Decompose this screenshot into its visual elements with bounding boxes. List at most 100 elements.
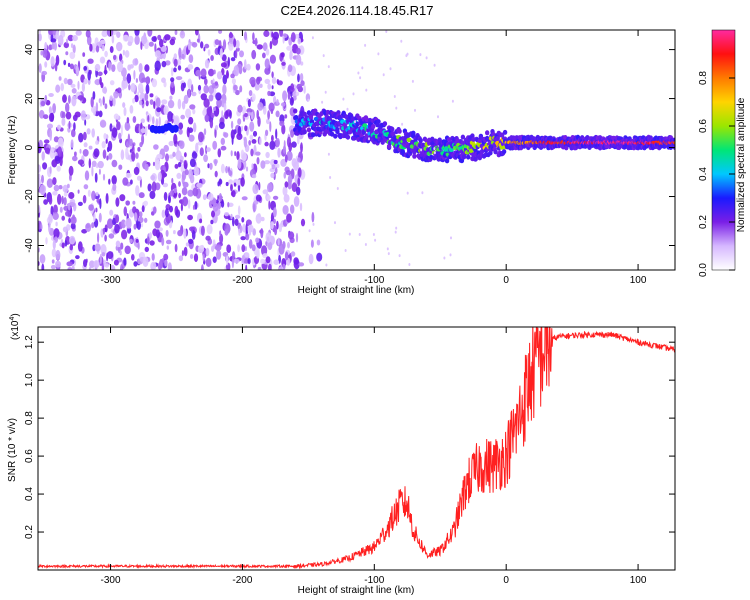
heatmap-noise-blob <box>271 164 276 170</box>
heatmap-signal-blob <box>502 129 508 135</box>
heatmap-noise-blob <box>280 52 285 58</box>
heatmap-noise-blob <box>217 148 222 158</box>
heatmap-noise-blob <box>83 78 88 85</box>
heatmap-y-tick-label: -20 <box>24 189 35 204</box>
heatmap-noise-blob <box>257 266 262 270</box>
heatmap-noise-blob <box>283 194 290 203</box>
heatmap-noise-blob <box>97 71 103 77</box>
heatmap-noise-blob <box>67 267 73 270</box>
heatmap-noise-blob <box>238 228 241 236</box>
heatmap-noise-blob <box>250 111 254 120</box>
heatmap-noise-blob <box>220 200 225 208</box>
heatmap-noise-blob <box>245 166 249 172</box>
heatmap-noise-blob <box>200 244 205 250</box>
heatmap-noise-blob <box>53 41 58 51</box>
heatmap-noise-blob <box>231 190 236 198</box>
heatmap-noise-blob <box>126 73 132 84</box>
heatmap-noise-blob <box>290 251 296 257</box>
heatmap-noise-blob <box>205 257 212 267</box>
heatmap-noise-blob <box>134 30 140 37</box>
heatmap-noise-blob <box>125 217 132 229</box>
heatmap-noise-blob <box>273 218 276 224</box>
heatmap-noise-blob <box>248 140 252 146</box>
heatmap-noise-blob <box>269 40 273 50</box>
heatmap-noise-blob <box>257 102 264 111</box>
heatmap-noise-blob <box>230 213 233 220</box>
snr-x-tick-label: -300 <box>101 575 121 586</box>
heatmap-noise-blob <box>182 196 189 207</box>
heatmap-noise-blob <box>255 213 262 224</box>
snr-panel: -300 -200 -100 0 100 0.2 0.4 0.6 0.8 1.0 1.2 Heig… <box>7 313 676 596</box>
heatmap-noise-blob <box>111 159 118 168</box>
heatmap-y-ticks: -40 -20 0 20 40 <box>24 44 675 253</box>
heatmap-noise-blob <box>235 89 240 96</box>
heatmap-speck <box>425 56 428 60</box>
heatmap-noise-blob <box>152 116 155 125</box>
snr-y-tick-label: 0.2 <box>24 525 35 539</box>
heatmap-noise-blob <box>170 77 175 83</box>
heatmap-noise-blob <box>140 40 143 50</box>
heatmap-speck <box>450 236 452 240</box>
heatmap-noise-blob <box>187 199 191 209</box>
heatmap-noise-blob <box>169 205 173 213</box>
heatmap-noise-blob <box>226 255 229 266</box>
heatmap-noise-blob <box>209 118 214 129</box>
heatmap-noise-blob <box>295 91 300 96</box>
heatmap-noise-blob <box>183 160 187 170</box>
heatmap-noise-blob <box>263 30 270 37</box>
heatmap-speck <box>329 176 332 179</box>
heatmap-marks <box>38 30 675 270</box>
heatmap-x-tick-label: -200 <box>232 275 252 286</box>
heatmap-noise-blob <box>180 203 183 212</box>
heatmap-noise-blob <box>173 53 177 60</box>
heatmap-noise-blob <box>167 99 175 109</box>
heatmap-noise-blob <box>38 30 41 34</box>
heatmap-noise-blob <box>275 128 278 140</box>
heatmap-noise-blob <box>140 128 146 134</box>
heatmap-noise-blob <box>282 90 288 102</box>
heatmap-noise-blob <box>216 249 222 260</box>
colorbar-label: Normalized spectral amplitude <box>736 97 747 232</box>
heatmap-noise-blob <box>221 110 224 118</box>
heatmap-noise-blob <box>235 48 238 59</box>
heatmap-noise-blob <box>137 242 140 250</box>
heatmap-noise-blob <box>119 194 126 202</box>
heatmap-noise-blob <box>164 34 171 41</box>
heatmap-noise-blob <box>234 151 237 157</box>
heatmap-noise-blob <box>84 170 90 181</box>
heatmap-speck <box>420 148 423 152</box>
heatmap-noise-blob <box>181 53 185 60</box>
heatmap-noise-blob <box>260 216 265 222</box>
heatmap-noise-blob <box>41 263 45 270</box>
heatmap-noise-blob <box>83 131 87 141</box>
heatmap-noise-blob <box>154 50 161 58</box>
heatmap-noise-blob <box>271 85 274 90</box>
heatmap-noise-blob <box>77 95 84 101</box>
snr-y-tick-label: 1.0 <box>24 373 35 387</box>
heatmap-noise-blob <box>62 94 67 103</box>
heatmap-speck <box>382 73 385 77</box>
heatmap-noise-blob <box>181 250 184 257</box>
heatmap-signal-blob <box>495 135 500 141</box>
heatmap-noise-blob <box>227 201 230 208</box>
heatmap-speck <box>377 52 380 56</box>
heatmap-noise-blob <box>77 159 85 165</box>
heatmap-noise-blob <box>62 184 69 193</box>
heatmap-noise-blob <box>295 47 301 55</box>
heatmap-noise-blob <box>295 232 299 243</box>
heatmap-noise-blob <box>241 125 244 132</box>
heatmap-noise-blob <box>147 115 150 122</box>
heatmap-noise-blob <box>284 181 289 188</box>
heatmap-signal-blob <box>306 127 312 133</box>
heatmap-noise-blob <box>230 57 236 62</box>
heatmap-noise-blob <box>282 35 285 44</box>
heatmap-noise-blob <box>299 73 304 82</box>
heatmap-noise-blob <box>231 78 236 85</box>
heatmap-noise-blob <box>205 145 208 155</box>
heatmap-noise-blob <box>259 83 263 89</box>
heatmap-noise-blob <box>111 64 116 72</box>
heatmap-noise-blob <box>270 172 275 178</box>
heatmap-noise-blob <box>181 100 186 110</box>
heatmap-noise-blob <box>247 224 254 233</box>
colorbar-tick-label: 0.6 <box>698 119 709 133</box>
